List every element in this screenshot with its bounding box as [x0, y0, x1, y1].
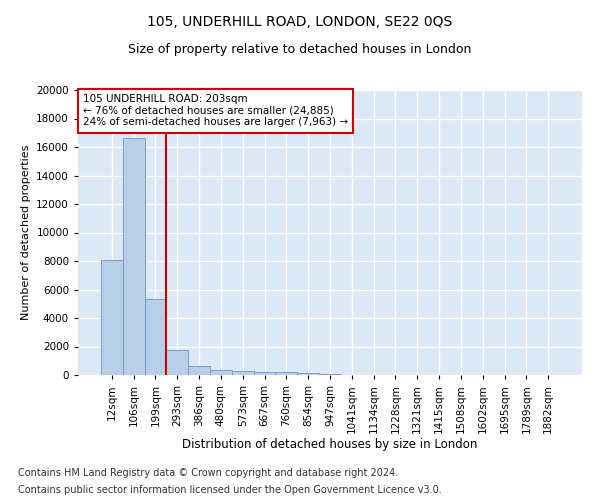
Text: 105 UNDERHILL ROAD: 203sqm
← 76% of detached houses are smaller (24,885)
24% of : 105 UNDERHILL ROAD: 203sqm ← 76% of deta…: [83, 94, 348, 128]
Bar: [188, 366, 210, 375]
Bar: [101, 260, 123, 375]
Bar: [275, 372, 297, 375]
Bar: [297, 373, 319, 375]
X-axis label: Distribution of detached houses by size in London: Distribution of detached houses by size …: [182, 438, 478, 452]
Text: 105, UNDERHILL ROAD, LONDON, SE22 0QS: 105, UNDERHILL ROAD, LONDON, SE22 0QS: [148, 15, 452, 29]
Text: Contains HM Land Registry data © Crown copyright and database right 2024.: Contains HM Land Registry data © Crown c…: [18, 468, 398, 477]
Bar: [210, 370, 232, 375]
Y-axis label: Number of detached properties: Number of detached properties: [20, 145, 31, 320]
Bar: [254, 372, 275, 375]
Bar: [319, 374, 341, 375]
Bar: [123, 138, 145, 375]
Text: Size of property relative to detached houses in London: Size of property relative to detached ho…: [128, 42, 472, 56]
Bar: [166, 350, 188, 375]
Text: Contains public sector information licensed under the Open Government Licence v3: Contains public sector information licen…: [18, 485, 442, 495]
Bar: [232, 371, 254, 375]
Bar: [145, 300, 166, 375]
